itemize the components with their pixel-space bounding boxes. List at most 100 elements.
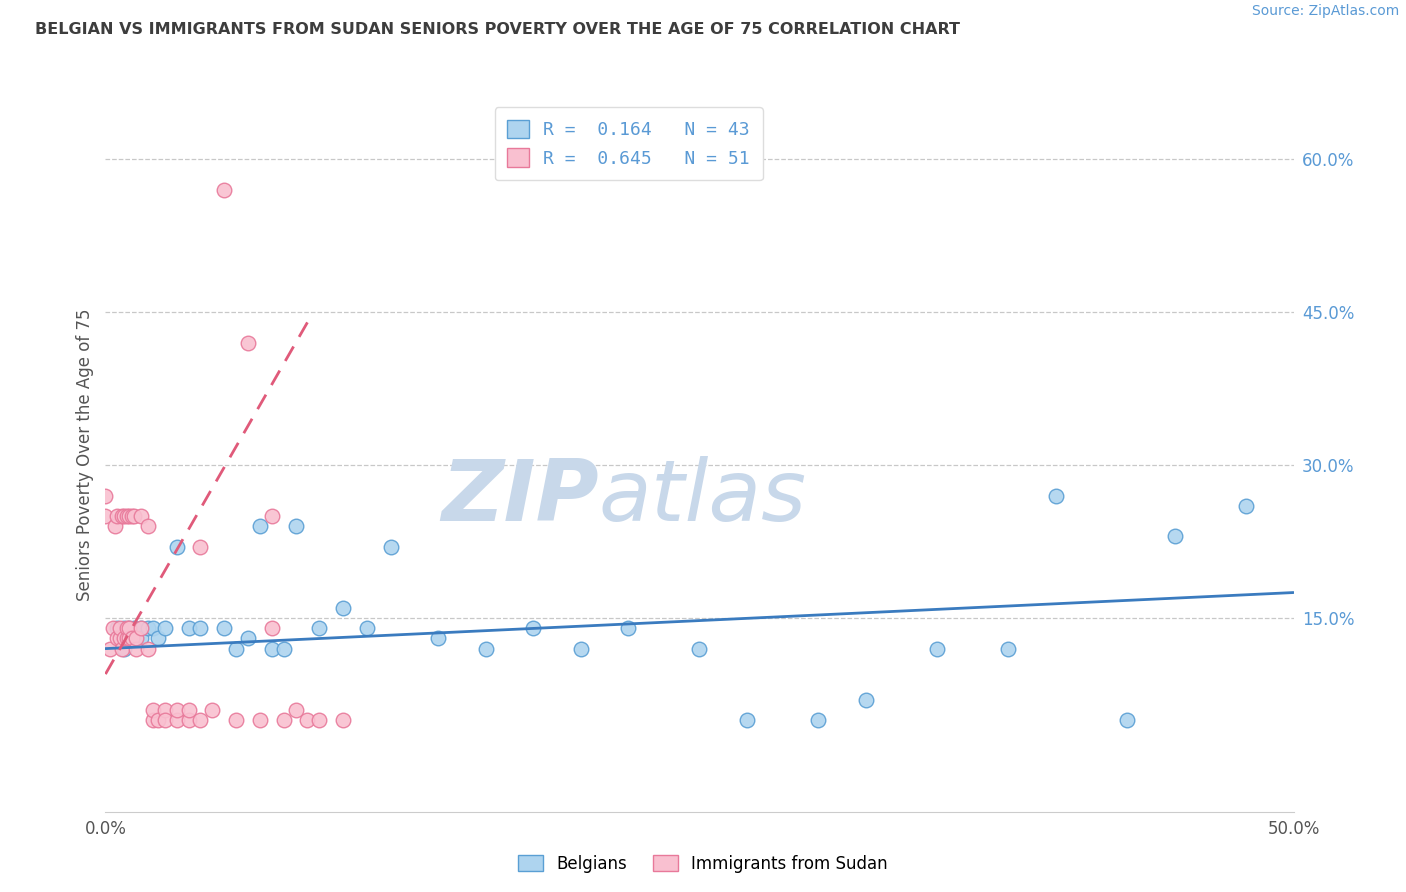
Point bbox=[125, 632, 148, 646]
Point bbox=[121, 632, 143, 646]
Point bbox=[129, 621, 152, 635]
Point bbox=[136, 641, 159, 656]
Point bbox=[115, 632, 138, 646]
Point bbox=[129, 509, 152, 524]
Point bbox=[105, 621, 128, 635]
Point bbox=[114, 641, 136, 656]
Text: Source: ZipAtlas.com: Source: ZipAtlas.com bbox=[1251, 4, 1399, 19]
Point bbox=[260, 509, 283, 524]
Point bbox=[153, 703, 176, 717]
Point bbox=[98, 641, 121, 656]
Point bbox=[108, 621, 131, 635]
Point bbox=[260, 641, 283, 656]
Point bbox=[190, 621, 212, 635]
Point bbox=[284, 703, 307, 717]
Point bbox=[118, 632, 141, 646]
Point bbox=[115, 509, 138, 524]
Point bbox=[190, 713, 212, 727]
Point bbox=[146, 632, 169, 646]
Point bbox=[136, 519, 159, 533]
Point bbox=[125, 632, 148, 646]
Point bbox=[166, 703, 188, 717]
Text: atlas: atlas bbox=[599, 456, 807, 540]
Point bbox=[332, 713, 354, 727]
Point bbox=[142, 621, 165, 635]
Point bbox=[807, 713, 830, 727]
Point bbox=[118, 509, 141, 524]
Point bbox=[146, 713, 169, 727]
Point bbox=[166, 713, 188, 727]
Legend: R =  0.164   N = 43, R =  0.645   N = 51: R = 0.164 N = 43, R = 0.645 N = 51 bbox=[495, 107, 762, 180]
Point bbox=[284, 519, 307, 533]
Point bbox=[104, 519, 127, 533]
Point bbox=[297, 713, 319, 727]
Point bbox=[1045, 489, 1067, 503]
Point bbox=[121, 509, 143, 524]
Point bbox=[260, 621, 283, 635]
Point bbox=[1234, 499, 1257, 513]
Point bbox=[122, 509, 145, 524]
Point bbox=[689, 641, 711, 656]
Point bbox=[125, 641, 148, 656]
Point bbox=[177, 621, 200, 635]
Point bbox=[249, 519, 271, 533]
Point bbox=[142, 713, 165, 727]
Point bbox=[111, 632, 134, 646]
Point bbox=[129, 621, 152, 635]
Point bbox=[118, 632, 141, 646]
Point bbox=[114, 621, 136, 635]
Point bbox=[214, 621, 236, 635]
Point bbox=[108, 632, 131, 646]
Point bbox=[249, 713, 271, 727]
Point bbox=[617, 621, 640, 635]
Point bbox=[997, 641, 1019, 656]
Point bbox=[236, 632, 259, 646]
Point bbox=[735, 713, 758, 727]
Point bbox=[214, 183, 236, 197]
Point bbox=[201, 703, 224, 717]
Point bbox=[273, 641, 295, 656]
Text: ZIP: ZIP bbox=[441, 456, 599, 540]
Point bbox=[136, 621, 159, 635]
Point bbox=[855, 692, 877, 706]
Point bbox=[236, 335, 259, 350]
Point bbox=[94, 489, 117, 503]
Point bbox=[122, 621, 145, 635]
Point bbox=[308, 713, 330, 727]
Point bbox=[101, 621, 124, 635]
Point bbox=[569, 641, 592, 656]
Point bbox=[115, 621, 138, 635]
Point bbox=[153, 621, 176, 635]
Legend: Belgians, Immigrants from Sudan: Belgians, Immigrants from Sudan bbox=[512, 848, 894, 880]
Point bbox=[356, 621, 378, 635]
Point bbox=[111, 509, 134, 524]
Point bbox=[94, 509, 117, 524]
Point bbox=[142, 703, 165, 717]
Text: BELGIAN VS IMMIGRANTS FROM SUDAN SENIORS POVERTY OVER THE AGE OF 75 CORRELATION : BELGIAN VS IMMIGRANTS FROM SUDAN SENIORS… bbox=[35, 22, 960, 37]
Point bbox=[118, 621, 141, 635]
Point bbox=[177, 703, 200, 717]
Y-axis label: Seniors Poverty Over the Age of 75: Seniors Poverty Over the Age of 75 bbox=[76, 309, 94, 601]
Point bbox=[114, 509, 136, 524]
Point bbox=[1116, 713, 1139, 727]
Point bbox=[111, 641, 134, 656]
Point bbox=[190, 540, 212, 554]
Point bbox=[308, 621, 330, 635]
Point bbox=[332, 600, 354, 615]
Point bbox=[114, 632, 136, 646]
Point bbox=[153, 713, 176, 727]
Point bbox=[273, 713, 295, 727]
Point bbox=[474, 641, 496, 656]
Point bbox=[1164, 529, 1187, 543]
Point bbox=[118, 621, 141, 635]
Point bbox=[225, 641, 247, 656]
Point bbox=[380, 540, 402, 554]
Point bbox=[522, 621, 544, 635]
Point bbox=[177, 713, 200, 727]
Point bbox=[427, 632, 450, 646]
Point bbox=[129, 632, 152, 646]
Point bbox=[105, 632, 128, 646]
Point bbox=[925, 641, 948, 656]
Point bbox=[105, 509, 128, 524]
Point bbox=[225, 713, 247, 727]
